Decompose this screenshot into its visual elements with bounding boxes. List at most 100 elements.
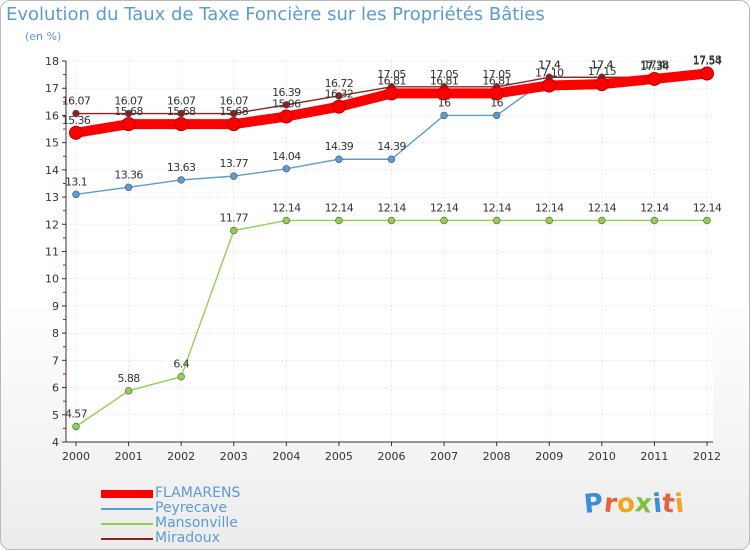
data-label: 15.68 (220, 105, 249, 118)
data-label: 16.39 (272, 86, 301, 99)
x-tick-label: 2005 (325, 450, 353, 463)
legend-label: Miradoux (155, 530, 220, 546)
data-label: 6.4 (173, 358, 189, 371)
data-point (124, 109, 133, 118)
x-tick-label: 2001 (115, 450, 143, 463)
data-label: 4.57 (65, 407, 88, 420)
data-label: 13.1 (65, 175, 87, 188)
data-label: 12.14 (377, 201, 406, 214)
data-point (279, 109, 294, 124)
data-label: 12.14 (482, 201, 511, 214)
data-label: 17.05 (430, 68, 459, 81)
data-point (331, 99, 346, 114)
data-point (542, 78, 557, 93)
data-point (230, 109, 238, 118)
legend-swatch (101, 522, 153, 525)
data-point (226, 117, 241, 132)
data-label: 16.81 (430, 74, 459, 87)
data-label: 17.15 (588, 65, 617, 78)
y-tick-label: 17 (45, 82, 59, 95)
x-tick-label: 2007 (430, 450, 458, 463)
data-label: 16.07 (167, 95, 196, 108)
data-label: 14.04 (272, 150, 301, 163)
x-tick-label: 2011 (640, 450, 668, 463)
data-point (440, 216, 448, 225)
y-tick-label: 7 (52, 354, 59, 367)
data-point (124, 183, 133, 191)
data-label: 12.14 (272, 201, 301, 214)
plot-area (66, 61, 713, 442)
data-label: 17.4 (643, 58, 666, 71)
x-tick-label: 2009 (535, 450, 563, 463)
data-point (384, 86, 399, 101)
data-point (440, 111, 448, 120)
data-label: 16.07 (220, 95, 249, 108)
data-label: 12.14 (588, 201, 617, 214)
data-label: 17.05 (482, 68, 511, 81)
data-point (335, 155, 343, 163)
y-tick-label: 4 (52, 436, 59, 449)
data-point (230, 226, 238, 235)
legend-swatch (101, 507, 153, 510)
data-point (647, 71, 662, 86)
x-tick-label: 2008 (483, 450, 511, 463)
data-label: 17.10 (535, 66, 564, 79)
data-point (492, 111, 501, 120)
legend: FLAMARENS Peyrecave Mansonville Miradoux (101, 486, 240, 546)
x-tick-label: 2002 (167, 450, 195, 463)
data-label: 17.38 (640, 58, 669, 71)
data-label: 12.14 (693, 201, 722, 214)
y-tick-label: 16 (45, 109, 59, 122)
data-label: 13.63 (167, 161, 196, 174)
data-label: 12.14 (535, 201, 564, 214)
y-tick-label: 14 (45, 164, 59, 177)
data-label: 13.36 (114, 168, 143, 181)
data-label: 14.39 (325, 140, 354, 153)
data-point (703, 216, 711, 225)
chart-title: Evolution du Taux de Taxe Foncière sur l… (6, 4, 545, 25)
proxiti-logo: Proxiti (582, 488, 686, 520)
data-point (594, 77, 609, 92)
legend-label: FLAMARENS (155, 485, 241, 501)
y-tick-label: 13 (45, 191, 59, 204)
legend-item: Peyrecave (101, 501, 240, 516)
data-label: 16 (438, 96, 451, 109)
y-tick-label: 5 (52, 409, 59, 422)
y-tick-label: 6 (52, 382, 59, 395)
legend-item: FLAMARENS (101, 486, 240, 501)
data-label: 12.14 (325, 201, 354, 214)
data-point (174, 117, 189, 132)
data-point (335, 92, 343, 100)
legend-swatch (101, 489, 153, 498)
data-point (387, 155, 396, 163)
data-point (282, 216, 291, 225)
x-tick-label: 2004 (272, 450, 300, 463)
data-label: 16.07 (62, 95, 91, 108)
legend-item: Miradoux (101, 531, 240, 546)
data-point (545, 216, 553, 225)
data-label: 17.54 (693, 55, 722, 68)
data-point (437, 86, 452, 101)
data-label: 16.07 (114, 95, 143, 108)
data-point (177, 176, 185, 184)
data-point (124, 387, 133, 395)
data-label: 17.4 (591, 58, 614, 71)
legend-item: Mansonville (101, 516, 240, 531)
y-tick-label: 10 (45, 273, 59, 286)
x-tick-label: 2003 (220, 450, 248, 463)
data-point (335, 216, 343, 225)
logo-letter: i (673, 488, 686, 520)
data-label: 15.68 (114, 105, 143, 118)
y-tick-label: 9 (52, 300, 59, 313)
data-label: 16.32 (325, 88, 354, 101)
x-tick-label: 2006 (378, 450, 406, 463)
y-tick-label: 15 (45, 137, 59, 150)
data-label: 16.81 (482, 74, 511, 87)
legend-swatch (101, 537, 153, 540)
data-label: 5.88 (118, 372, 141, 385)
data-label: 16.72 (325, 77, 354, 90)
data-label: 17.05 (377, 68, 406, 81)
data-point (387, 216, 396, 225)
